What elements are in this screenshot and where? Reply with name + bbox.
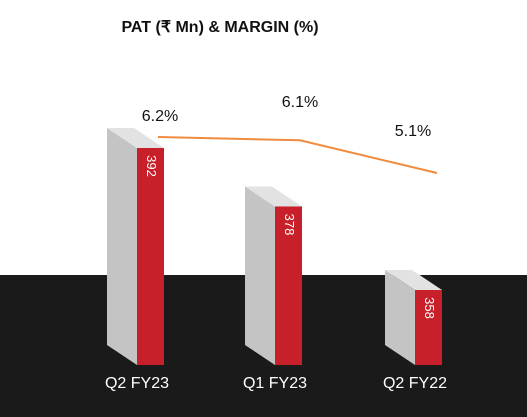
bar-side: [385, 270, 415, 365]
x-tick-label: Q2 FY23: [105, 375, 169, 392]
bar: [275, 206, 302, 365]
x-tick-label: Q1 FY23: [243, 375, 307, 392]
bar-top: [385, 270, 442, 290]
bar-value-label: 392: [144, 155, 159, 177]
x-tick-label: Q2 FY22: [383, 375, 447, 392]
bar: [137, 148, 164, 365]
bar-value-label: 358: [422, 297, 437, 319]
bar-side: [107, 128, 137, 365]
margin-label: 5.1%: [395, 123, 431, 140]
margin-label: 6.1%: [282, 94, 318, 111]
bar-top: [245, 186, 302, 207]
margin-line: [157, 136, 438, 174]
bar-side: [245, 186, 275, 365]
chart-title: PAT (₹ Mn) & MARGIN (%): [121, 19, 318, 36]
bar: [415, 290, 442, 365]
margin-label: 6.2%: [142, 108, 178, 125]
bar-value-label: 378: [282, 214, 297, 236]
bar-top: [107, 128, 164, 148]
